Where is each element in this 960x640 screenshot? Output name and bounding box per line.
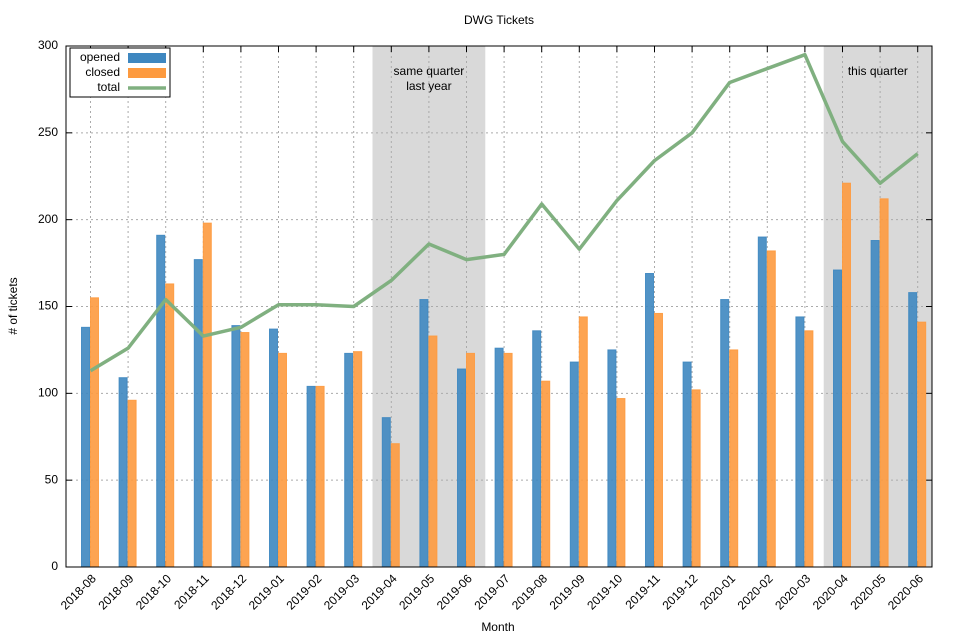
legend-label: opened [80,50,120,64]
bar [682,361,692,568]
bar [908,292,918,568]
plot-frame [65,45,933,568]
bar [118,377,128,568]
x-tick-label: 2020-05 [847,571,888,612]
x-tick-label: 2018-08 [58,571,99,612]
line [89,52,919,373]
x-tick-label: 2019-08 [509,571,550,612]
bar [240,332,250,568]
chart-title: DWG Tickets [464,13,534,27]
bar [654,312,663,568]
x-tick-label: 2019-01 [246,571,287,612]
x-tick-label: 2018-10 [133,571,174,612]
bar [90,297,99,568]
bar [165,283,175,568]
bar [81,326,90,568]
x-tick-label: 2019-03 [321,571,362,612]
bar [278,352,287,568]
x-tick-label: 2020-01 [697,571,738,612]
bar [306,385,316,568]
highlight-label: this quarter [848,64,908,78]
bar [381,417,391,568]
x-tick-label: 2019-09 [547,571,588,612]
y-tick-label: 50 [45,472,59,486]
bar [833,269,842,568]
bar [766,250,776,568]
bar [202,222,212,568]
x-tick-label: 2018-11 [171,571,212,612]
bar [616,398,626,568]
x-tick-label: 2020-02 [735,571,776,612]
bar [720,299,730,568]
y-tick-label: 300 [38,38,58,52]
bar [231,325,241,568]
bar [353,351,363,568]
y-tick-label: 200 [38,212,58,226]
bar [193,259,203,568]
bar [870,240,880,568]
bar [419,299,429,568]
bar [532,330,542,568]
bar [466,352,475,568]
bar [691,389,701,568]
x-tick-label: 2020-06 [885,571,926,612]
x-tick-label: 2019-07 [471,571,512,612]
legend-swatch [128,68,166,78]
x-tick-label: 2018-09 [95,571,136,612]
x-tick-label: 2019-05 [396,571,437,612]
legend-label: total [97,80,120,94]
bar [428,335,438,568]
x-tick-label: 2019-04 [359,571,400,612]
bar [127,399,137,568]
y-axis-label: # of tickets [6,277,20,334]
bar [578,316,588,568]
bar [804,330,814,568]
legend-swatch [128,53,166,63]
x-tick-label: 2019-10 [584,571,625,612]
x-tick-label: 2018-12 [208,571,249,612]
y-tick-label: 0 [51,559,58,573]
bar [503,352,513,568]
x-tick-label: 2019-12 [659,571,700,612]
bar [645,273,654,568]
bar [390,443,400,568]
bar [607,349,617,568]
bar [269,328,278,568]
bar [917,321,927,568]
bar [842,182,851,568]
y-tick-label: 250 [38,125,58,139]
bar [757,236,767,568]
bar [795,316,805,568]
x-axis-label: Month [481,620,514,634]
bar [457,368,466,568]
bar [569,361,579,568]
x-tick-label: 2019-02 [283,571,324,612]
bar [315,385,325,568]
bar [494,347,504,568]
bar [541,380,551,568]
bar [879,198,889,568]
x-tick-label: 2019-06 [434,571,475,612]
y-tick-label: 150 [38,299,58,313]
y-tick-label: 100 [38,386,58,400]
x-tick-label: 2019-11 [622,571,663,612]
x-tick-label: 2020-03 [772,571,813,612]
x-tick-label: 2020-04 [810,571,851,612]
legend-label: closed [85,65,120,79]
bar [156,234,166,568]
bar [729,349,739,568]
bar [344,352,354,568]
